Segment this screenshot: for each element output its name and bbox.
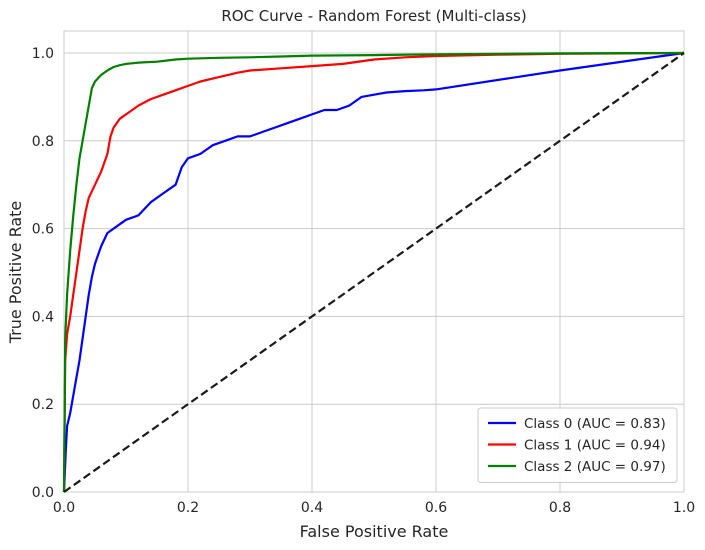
y-tick-label: 0.8 (32, 134, 54, 150)
y-tick-label: 0.2 (32, 397, 54, 413)
x-axis-label: False Positive Rate (300, 522, 449, 541)
x-tick-label: 0.4 (301, 500, 323, 516)
y-axis-label: True Positive Rate (6, 201, 25, 345)
legend-box (477, 407, 678, 483)
y-tick-label: 0.4 (32, 309, 54, 325)
legend-label: Class 2 (AUC = 0.97) (524, 459, 666, 475)
x-tick-label: 0.8 (549, 500, 571, 516)
series-line-2 (62, 51, 685, 493)
y-tick-label: 0.0 (32, 485, 54, 501)
series-line-0 (62, 51, 685, 493)
y-tick-label: 0.6 (32, 222, 54, 238)
x-tick-label: 1.0 (673, 500, 695, 516)
x-axis-ticks: 0.0 0.2 0.4 0.6 0.8 1.0 (53, 500, 695, 516)
legend-label: Class 0 (AUC = 0.83) (524, 416, 666, 432)
x-tick-label: 0.2 (177, 500, 199, 516)
chance-diagonal-line (63, 52, 685, 493)
legend: Class 0 (AUC = 0.83) Class 1 (AUC = 0.94)… (477, 407, 678, 483)
x-tick-label: 0.0 (53, 500, 75, 516)
x-tick-label: 0.6 (425, 500, 447, 516)
y-tick-label: 1.0 (32, 46, 54, 62)
chart-title: ROC Curve - Random Forest (Multi-class) (221, 7, 526, 25)
series-lines (62, 51, 685, 493)
legend-label: Class 1 (AUC = 0.94) (524, 438, 666, 454)
series-line-1 (62, 51, 685, 493)
y-axis-ticks: 0.0 0.2 0.4 0.6 0.8 1.0 (32, 46, 54, 501)
